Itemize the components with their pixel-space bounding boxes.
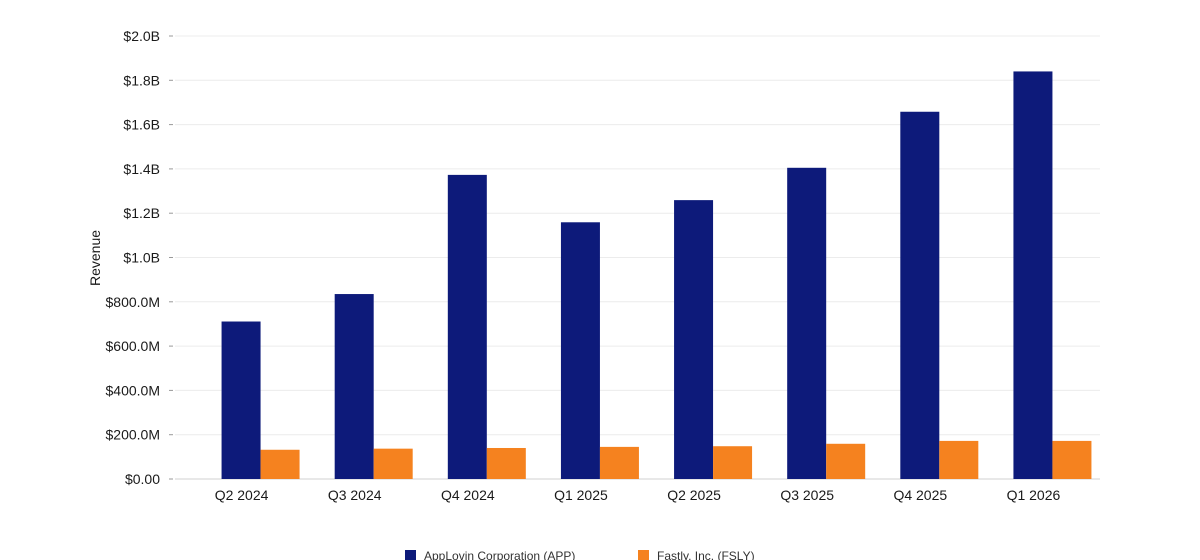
legend-swatch — [638, 550, 649, 560]
x-tick-label: Q4 2024 — [441, 487, 495, 503]
bar-app-q3-2024 — [334, 294, 374, 479]
x-axis: Q2 2024 Q3 2024 Q4 2024 Q1 2025 Q2 2025 Q3 20… — [215, 487, 1061, 503]
bar-fsly-q2-2024 — [260, 449, 300, 479]
legend-label: Fastly, Inc. (FSLY) — [657, 549, 755, 560]
y-tick-label: $1.4B — [123, 161, 160, 177]
bar-app-q4-2024 — [447, 174, 487, 479]
y-tick-label: $1.6B — [123, 117, 160, 133]
bar-fsly-q1-2026 — [1052, 440, 1092, 479]
y-tick-label: $1.0B — [123, 250, 160, 266]
y-tick-label: $400.0M — [106, 382, 160, 398]
legend: AppLovin Corporation (APP) Fastly, Inc. (… — [405, 549, 755, 560]
legend-swatch — [405, 550, 416, 560]
legend-item[interactable]: Fastly, Inc. (FSLY) — [638, 549, 755, 560]
y-axis: $0.00 $200.0M $400.0M $600.0M $800.0M $1.0B $1… — [106, 28, 173, 487]
legend-label: AppLovin Corporation (APP) — [424, 549, 575, 560]
legend-item[interactable]: AppLovin Corporation (APP) — [405, 549, 575, 560]
x-tick-label: Q2 2025 — [667, 487, 721, 503]
bars — [221, 71, 1092, 480]
bar-app-q1-2025 — [560, 222, 600, 479]
bar-fsly-q1-2025 — [599, 446, 639, 479]
bar-fsly-q2-2025 — [713, 446, 753, 479]
x-tick-label: Q3 2025 — [780, 487, 834, 503]
bar-app-q2-2024 — [221, 321, 261, 479]
y-axis-title: Revenue — [87, 230, 103, 286]
bar-fsly-q4-2025 — [939, 440, 979, 479]
x-tick-label: Q3 2024 — [328, 487, 382, 503]
bar-app-q3-2025 — [787, 167, 827, 480]
y-tick-label: $600.0M — [106, 338, 160, 354]
bar-fsly-q4-2024 — [486, 447, 526, 479]
y-tick-label: $1.8B — [123, 72, 160, 88]
bar-app-q2-2025 — [674, 200, 714, 479]
y-tick-label: $2.0B — [123, 28, 160, 44]
gridlines — [175, 35, 1100, 480]
y-tick-label: $200.0M — [106, 427, 160, 443]
x-tick-label: Q1 2026 — [1007, 487, 1061, 503]
x-tick-label: Q1 2025 — [554, 487, 608, 503]
bar-fsly-q3-2024 — [373, 448, 413, 479]
y-tick-label: $0.00 — [125, 471, 160, 487]
bar-app-q4-2025 — [900, 111, 940, 480]
bar-app-q1-2026 — [1013, 71, 1053, 479]
x-tick-label: Q2 2024 — [215, 487, 269, 503]
y-tick-label: $1.2B — [123, 205, 160, 221]
x-tick-label: Q4 2025 — [893, 487, 947, 503]
y-tick-label: $800.0M — [106, 294, 160, 310]
bar-fsly-q3-2025 — [826, 443, 866, 479]
